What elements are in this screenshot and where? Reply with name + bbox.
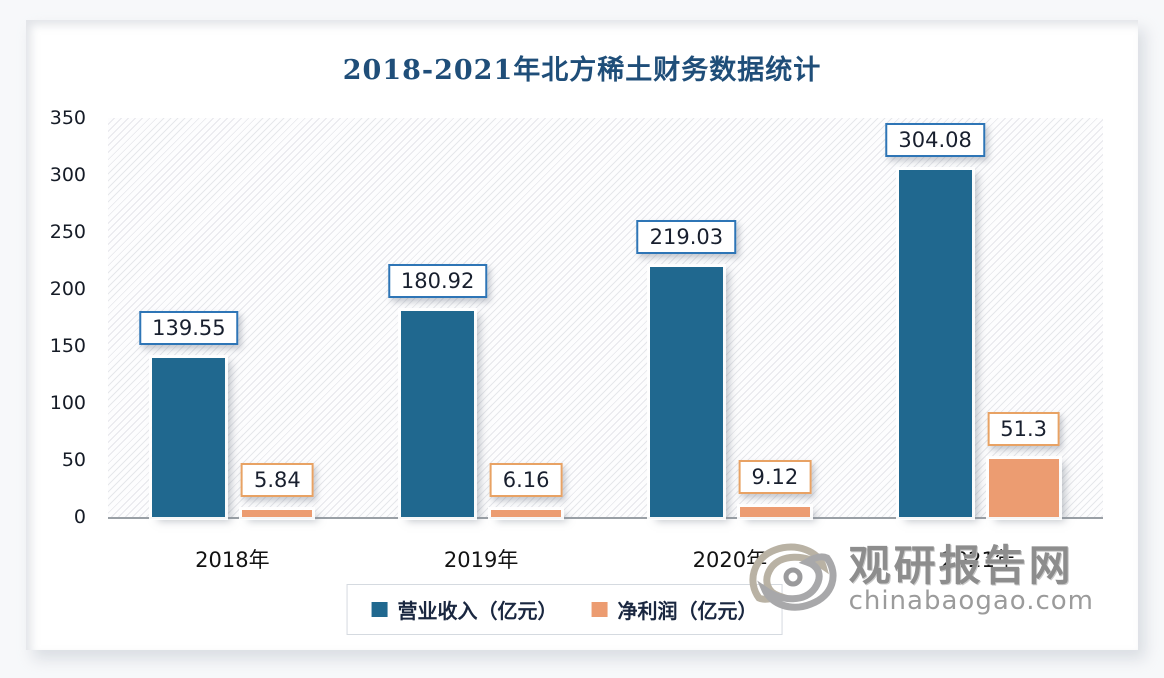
revenue-value-label-2021年: 304.08 xyxy=(885,123,985,157)
y-tick-label: 150 xyxy=(49,335,86,357)
profit-bar-2020年: 9.12 xyxy=(738,460,812,517)
y-tick-label: 0 xyxy=(73,506,86,528)
revenue-value-label-2019年: 180.92 xyxy=(387,264,488,298)
profit-value-label-2020年: 9.12 xyxy=(738,460,812,494)
profit-value-label-2019年: 6.16 xyxy=(489,463,563,497)
revenue-value-label-2020年: 219.03 xyxy=(636,220,737,254)
y-tick-label: 300 xyxy=(49,164,86,186)
y-axis: 0 50 100 150 200 250 300 350 xyxy=(26,20,100,650)
revenue-bar-2018年: 139.55 xyxy=(139,311,239,517)
bar-group-2021年: 304.08 51.3 xyxy=(854,118,1103,517)
revenue-value-label-2018年: 139.55 xyxy=(139,311,239,345)
x-axis-label-2018年: 2018年 xyxy=(195,548,270,572)
y-tick-label: 250 xyxy=(49,221,86,243)
legend-item-revenue: 营业收入（亿元） xyxy=(371,595,558,624)
bar-group-2020年: 219.03 9.12 xyxy=(606,118,855,517)
revenue-swatch-icon xyxy=(371,602,388,617)
y-tick-label: 200 xyxy=(49,278,86,300)
x-axis-label-2021年: 2021年 xyxy=(941,548,1016,572)
chart-card: 2018-2021年北方稀土财务数据统计 0 50 100 150 200 250 300 3… xyxy=(26,20,1138,650)
legend: 营业收入（亿元） 净利润（亿元） xyxy=(346,584,783,635)
watermark-name: 观研报告网 xyxy=(848,541,1074,591)
bar-group-2018年: 139.55 5.84 xyxy=(108,118,357,517)
profit-swatch-icon xyxy=(591,602,608,617)
revenue-bar-2020年: 219.03 xyxy=(636,220,737,517)
revenue-bar-2021年: 304.08 xyxy=(885,123,985,517)
plot-area: 139.55 5.84 180.92 6.16 219.03 9.12 304.08 51.3 xyxy=(108,118,1103,519)
profit-bar-2021年: 51.3 xyxy=(987,412,1061,517)
profit-value-label-2021年: 51.3 xyxy=(987,412,1061,446)
profit-value-label-2018年: 5.84 xyxy=(240,463,314,497)
y-tick-label: 50 xyxy=(61,449,86,471)
y-tick-label: 100 xyxy=(49,392,86,414)
chart-title: 2018-2021年北方稀土财务数据统计 xyxy=(342,55,822,86)
swirl-logo-icon xyxy=(745,536,841,624)
y-tick-label: 350 xyxy=(49,107,86,129)
x-axis: 2018年 2019年 2020年 2021年 xyxy=(108,544,1103,574)
revenue-bar-2019年: 180.92 xyxy=(387,264,488,517)
bar-group-2019年: 180.92 6.16 xyxy=(357,118,606,517)
legend-label-profit: 净利润（亿元） xyxy=(617,599,758,623)
x-axis-label-2019年: 2019年 xyxy=(443,548,519,572)
profit-bar-2019年: 6.16 xyxy=(489,463,563,517)
legend-item-profit: 净利润（亿元） xyxy=(591,595,758,624)
profit-bar-2018年: 5.84 xyxy=(240,463,314,517)
watermark-url: chinabaogao.com xyxy=(848,586,1094,617)
watermark: 观研报告网 chinabaogao.com xyxy=(745,536,1094,624)
legend-label-revenue: 营业收入（亿元） xyxy=(397,599,558,623)
